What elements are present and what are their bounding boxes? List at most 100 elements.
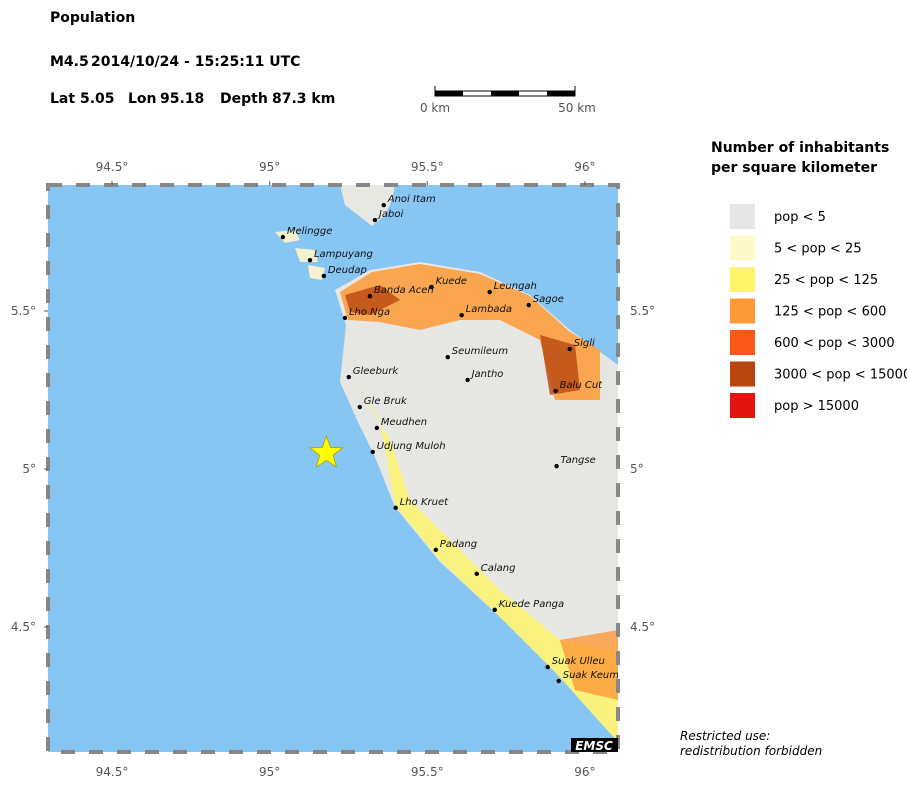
lon-value: 95.18 [160,91,204,107]
lat-tick-label: 4.5° [630,620,655,634]
city-dot [554,463,559,469]
city-label: Suak Keum [563,670,619,681]
lon-tick-label: 95° [259,160,280,174]
city-label: Kuede Panga [499,599,564,610]
datetime: 2014/10/24 - 15:25:11 UTC [91,54,300,70]
magnitude: M4.5 [50,54,89,70]
legend-swatch [730,361,755,387]
city-dot [492,607,497,613]
city-dot [307,257,313,263]
legend-swatch [730,267,755,292]
city-label: Sigli [574,338,595,349]
lat-tick-label: 5.5° [11,304,36,318]
footer: Restricted use: [680,729,770,743]
city-dot [346,374,351,380]
city-dot [567,346,572,352]
city-dot [474,571,479,577]
city-label: Anoi Itam [387,194,436,205]
lon-tick-label: 95° [259,765,280,779]
legend-label: 25 < pop < 125 [774,273,878,288]
city-dot [342,315,348,321]
city-label: Balu Cut [560,380,604,391]
city-label: Sagoe [533,294,564,305]
depth-value: 87.3 km [272,91,335,107]
legend-title: per square kilometer [711,160,877,176]
city-label: Lambada [466,304,512,315]
lon-tick-label: 94.5° [96,765,129,779]
map: Anoi Itam Jaboi Melingge Lampuyang Deudap Kue… [48,185,619,752]
city-dot [445,354,450,360]
legend-title: Number of inhabitants [711,140,889,156]
city-label: Kuede [436,276,467,287]
city-label: Calang [481,563,516,574]
city-label: Suak Ulleu [552,656,605,667]
city-label: Lho Kruet [400,497,449,508]
city-dot [465,377,470,383]
city-dot [433,547,438,553]
city-dot [381,203,386,208]
city-dot [545,664,550,670]
city-dot [459,312,464,318]
city-label: Seumileum [452,346,509,357]
city-label: Udjung Muloh [377,441,446,452]
legend-label: 3000 < pop < 15000 [774,368,907,383]
city-dot [487,289,492,295]
city-dot [374,425,380,431]
city-label: Leungah [494,281,537,292]
lat-tick-label: 4.5° [11,620,36,634]
legend-swatch [730,204,755,229]
city-dot [280,234,286,240]
lat-tick-label: 5.5° [630,304,655,318]
city-label: Jantho [470,369,504,380]
city-label: Padang [440,539,477,550]
lon-tick-label: 94.5° [96,160,129,174]
city-dot [370,449,375,455]
legend-label: 5 < pop < 25 [774,242,862,257]
city-label: Deudap [328,265,367,276]
logo-box [571,738,618,752]
city-dot [556,678,561,684]
logo: EMSC [575,739,613,753]
city-label: Melingge [287,226,333,237]
lat-value: 5.05 [80,91,115,107]
city-label: Jaboi [377,209,404,220]
legend-swatch [730,330,755,355]
city-dot [357,404,362,410]
city-label: Lho Nga [349,307,390,318]
city-label: Lampuyang [314,249,373,260]
city-dot [367,293,373,299]
legend-swatch [730,298,755,324]
scale-bar [434,86,576,97]
lat-label: Lat [50,91,75,107]
city-dot [372,217,378,223]
lon-tick-label: 96° [574,765,595,779]
city-label: Banda Aceh [374,285,434,296]
legend-swatch [730,235,755,261]
lat-tick-label: 5° [22,462,36,476]
city-label: Gle Bruk [364,396,408,407]
epicenter [309,435,344,468]
city-dot [553,388,558,394]
depth-label: Depth [220,91,268,107]
lat-tick-label: 5° [630,462,644,476]
city-dot [526,302,531,308]
scale-end: 50 km [558,101,596,115]
legend-swatch [730,393,755,418]
legend-label: 125 < pop < 600 [774,305,886,320]
city-dot [321,273,327,279]
legend-label: pop < 5 [774,210,826,225]
city-label: Gleeburk [353,366,400,377]
scale-start: 0 km [420,101,450,115]
legend-label: 600 < pop < 3000 [774,336,895,351]
city-label: Tangse [561,455,596,466]
lon-tick-label: 96° [574,160,595,174]
lon-label: Lon [128,91,157,107]
footer: redistribution forbidden [680,744,822,758]
city-dot [429,284,434,290]
city-label: Meudhen [381,417,427,428]
city-dot [393,505,398,511]
lon-tick-label: 95.5° [411,160,444,174]
lon-tick-label: 95.5° [411,765,444,779]
title: Population [50,10,135,26]
